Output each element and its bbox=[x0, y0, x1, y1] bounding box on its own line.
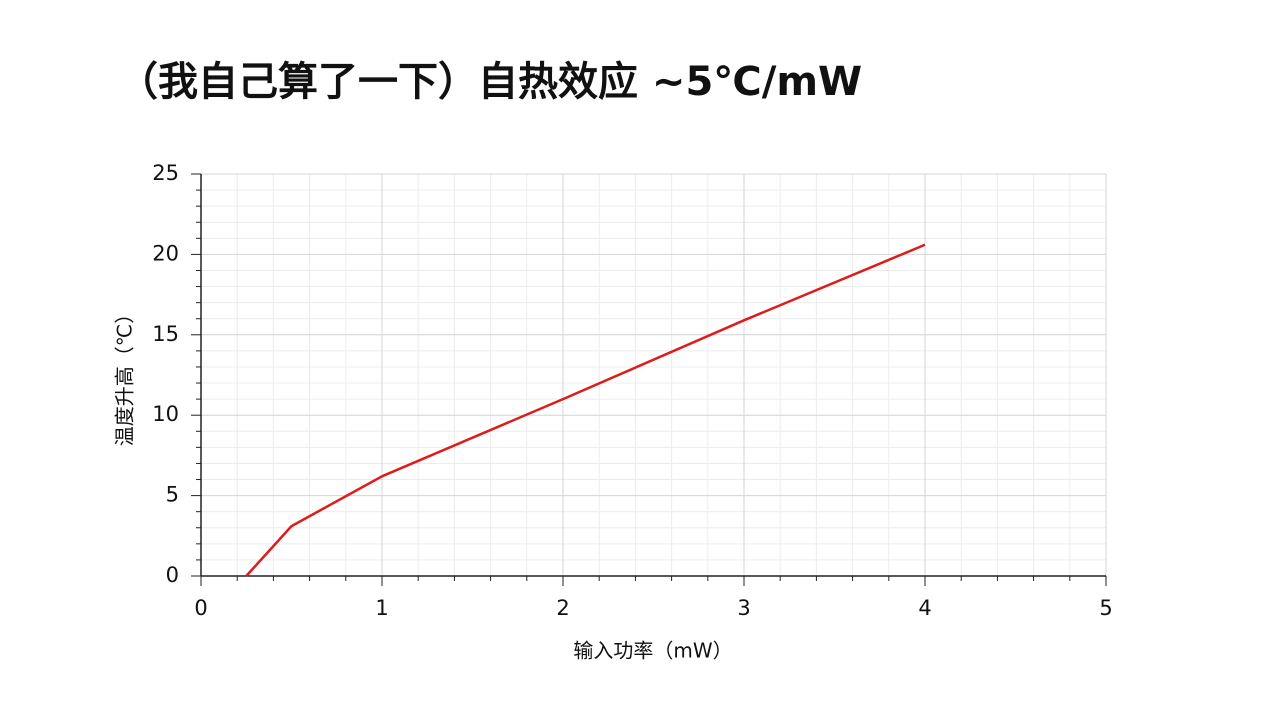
y-tick-label: 5 bbox=[166, 483, 179, 507]
y-tick-label: 0 bbox=[166, 563, 179, 587]
x-tick-label: 4 bbox=[918, 596, 931, 620]
x-tick-label: 1 bbox=[375, 596, 388, 620]
x-tick-label: 5 bbox=[1099, 596, 1112, 620]
x-tick-label: 3 bbox=[737, 596, 750, 620]
y-tick-label: 15 bbox=[152, 322, 179, 346]
chart-title: （我自己算了一下）自热效应 ~5℃/mW bbox=[118, 59, 862, 105]
y-tick-label: 20 bbox=[152, 241, 179, 265]
y-axis-label: 温度升高（℃） bbox=[113, 304, 137, 446]
x-tick-label: 2 bbox=[556, 596, 569, 620]
data-line bbox=[245, 243, 926, 577]
x-axis-label: 输入功率（mW） bbox=[573, 639, 732, 663]
x-tick-label: 0 bbox=[194, 596, 207, 620]
y-tick-label: 10 bbox=[152, 402, 179, 426]
y-tick-label: 25 bbox=[152, 161, 179, 185]
